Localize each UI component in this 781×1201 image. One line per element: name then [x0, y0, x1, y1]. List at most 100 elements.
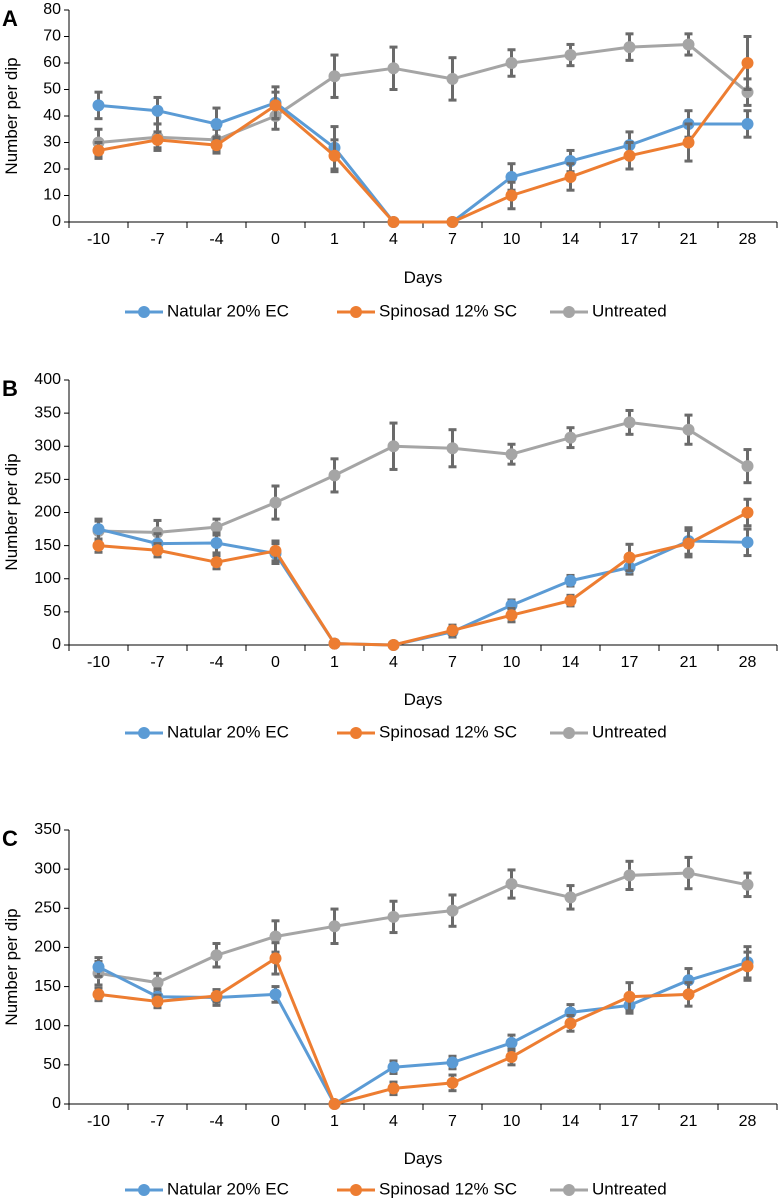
data-point [92, 988, 105, 1001]
data-point [210, 949, 223, 962]
x-tick-label: 14 [562, 1113, 580, 1130]
y-tick-label: 80 [43, 1, 61, 18]
x-tick-label: -4 [209, 654, 223, 671]
x-tick-label: 4 [389, 1113, 398, 1130]
x-axis-title: Days [404, 1149, 443, 1168]
data-point [210, 556, 223, 569]
x-tick-label: 21 [680, 1113, 698, 1130]
data-point [505, 1036, 518, 1049]
data-point [564, 1017, 577, 1030]
series-line [98, 42, 749, 144]
data-point [269, 544, 282, 557]
data-point [446, 442, 459, 455]
series-natular-20-ec [92, 85, 754, 228]
legend-label: Untreated [592, 301, 667, 320]
series-line [98, 527, 748, 647]
legend: Natular 20% EC Spinosad 12% SC Untreated [125, 722, 667, 741]
x-tick-label: 28 [739, 231, 757, 248]
y-axis-title: Number per dip [2, 57, 21, 174]
x-tick-label: 28 [739, 1113, 757, 1130]
data-point [387, 440, 400, 453]
series-line [98, 511, 749, 647]
data-point [328, 1098, 341, 1110]
data-point [210, 139, 223, 152]
legend-item: Natular 20% EC [125, 722, 289, 741]
data-point [564, 170, 577, 183]
data-point [505, 1051, 518, 1064]
data-point [623, 41, 636, 54]
data-point [269, 930, 282, 943]
data-point [741, 878, 754, 891]
y-tick-label: 300 [34, 860, 61, 877]
data-point [210, 117, 223, 130]
y-tick-label: 100 [34, 1017, 61, 1034]
y-axis-title: Number per dip [2, 908, 21, 1025]
legend-swatch-marker [563, 306, 575, 318]
data-point [623, 551, 636, 564]
x-tick-label: 7 [448, 1113, 457, 1130]
x-tick-label: 10 [503, 1113, 521, 1130]
legend-swatch-marker [138, 1184, 150, 1196]
data-point [741, 57, 754, 69]
data-point [151, 133, 164, 146]
x-tick-label: 7 [448, 231, 457, 248]
series-spinosad-12-sc [92, 35, 754, 228]
series-natular-20-ec [92, 517, 754, 651]
legend-label: Spinosad 12% SC [379, 722, 517, 741]
y-tick-label: 300 [34, 437, 61, 454]
y-tick-label: 150 [34, 537, 61, 554]
x-tick-label: 0 [271, 1113, 280, 1130]
data-point [623, 149, 636, 162]
data-point [92, 961, 105, 973]
legend-label: Natular 20% EC [167, 1179, 289, 1198]
y-tick-label: 50 [43, 81, 61, 98]
y-tick-label: 0 [52, 1095, 61, 1112]
y-tick-label: 100 [34, 570, 61, 587]
legend-label: Untreated [592, 722, 667, 741]
data-point [387, 216, 400, 228]
y-tick-label: 30 [43, 134, 61, 151]
data-point [505, 170, 518, 183]
legend-item: Untreated [550, 301, 667, 320]
x-tick-label: 0 [271, 231, 280, 248]
data-point [446, 216, 459, 228]
y-tick-label: 350 [34, 821, 61, 838]
data-point [269, 99, 282, 112]
y-tick-label: 150 [34, 978, 61, 995]
data-point [741, 536, 754, 549]
series-untreated [92, 408, 754, 546]
legend-item: Spinosad 12% SC [337, 722, 517, 741]
legend-item: Natular 20% EC [125, 1179, 289, 1198]
data-point [151, 995, 164, 1008]
x-tick-label: -7 [150, 1113, 164, 1130]
x-tick-label: 4 [389, 654, 398, 671]
data-point [328, 149, 341, 162]
x-tick-label: -7 [150, 231, 164, 248]
x-tick-label: 28 [739, 654, 757, 671]
legend-swatch-marker [138, 727, 150, 739]
legend-label: Untreated [592, 1179, 667, 1198]
data-point [564, 594, 577, 607]
data-point [328, 469, 341, 482]
data-point [505, 878, 518, 891]
y-axis-title: Number per dip [2, 453, 21, 570]
legend-label: Spinosad 12% SC [379, 301, 517, 320]
data-point [328, 70, 341, 83]
data-point [151, 104, 164, 117]
data-point [741, 506, 754, 519]
y-tick-label: 0 [52, 213, 61, 230]
data-point [269, 988, 282, 1001]
data-point [446, 624, 459, 637]
y-tick-label: 60 [43, 54, 61, 71]
data-point [564, 574, 577, 587]
data-point [210, 536, 223, 549]
data-point [269, 952, 282, 965]
x-tick-label: 1 [330, 654, 339, 671]
legend-item: Spinosad 12% SC [337, 301, 517, 320]
x-axis-title: Days [404, 690, 443, 709]
data-point [564, 891, 577, 904]
y-tick-label: 350 [34, 404, 61, 421]
x-tick-label: 17 [621, 1113, 639, 1130]
data-point [210, 989, 223, 1002]
